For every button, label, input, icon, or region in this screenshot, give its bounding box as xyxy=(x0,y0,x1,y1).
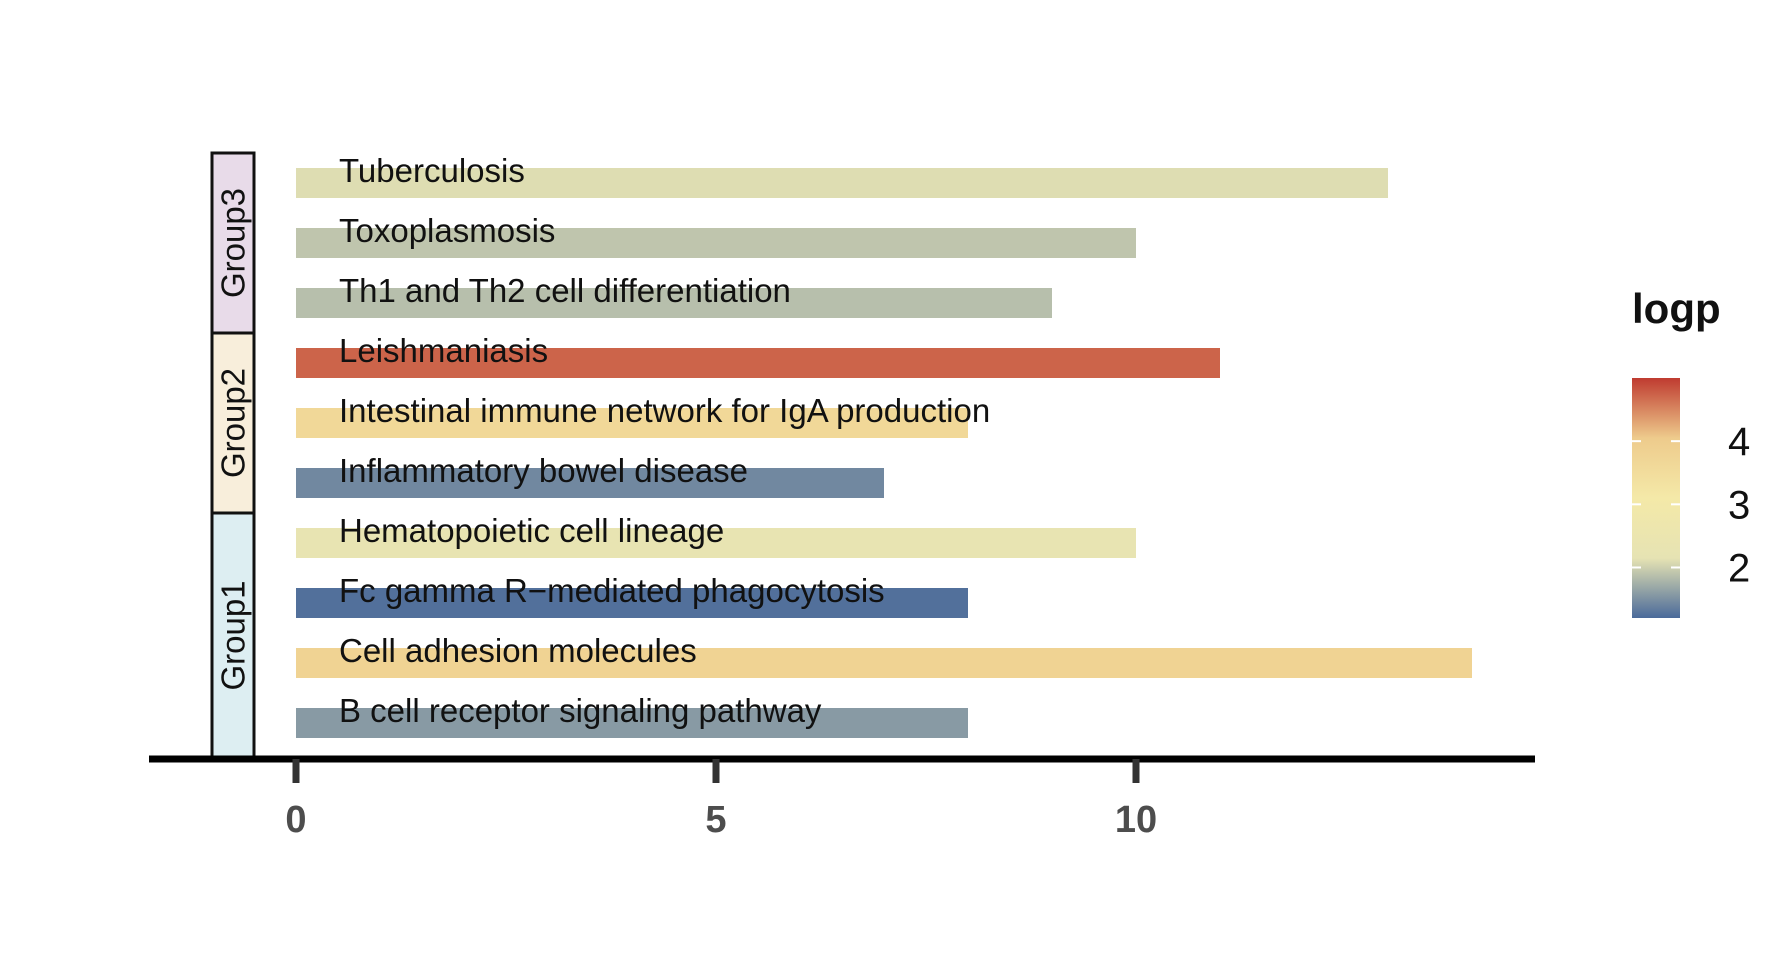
bar-5 xyxy=(296,408,968,438)
bar-9 xyxy=(296,648,1472,678)
bar-10 xyxy=(296,708,968,738)
x-tick-label-0: 0 xyxy=(285,799,306,841)
legend-title: logp xyxy=(1632,285,1721,332)
x-tick-label-10: 10 xyxy=(1115,799,1157,841)
bar-label-7: Hematopoietic cell lineage xyxy=(339,512,724,549)
bar-7 xyxy=(296,528,1136,558)
bar-8 xyxy=(296,588,968,618)
bar-4 xyxy=(296,348,1220,378)
bar-label-5: Intestinal immune network for IgA produc… xyxy=(339,392,990,429)
group-label-1: Group3 xyxy=(215,188,252,298)
bar-label-2: Toxoplasmosis xyxy=(339,212,555,249)
bar-2 xyxy=(296,228,1136,258)
bar-3 xyxy=(296,288,1052,318)
group-label-2: Group2 xyxy=(215,368,252,478)
bar-label-10: B cell receptor signaling pathway xyxy=(339,692,822,729)
bars xyxy=(296,168,1472,738)
bar-1 xyxy=(296,168,1388,198)
group-label-3: Group1 xyxy=(215,580,252,690)
bar-label-4: Leishmaniasis xyxy=(339,332,548,369)
x-tick-label-5: 5 xyxy=(705,799,726,841)
legend-tick-label-2: 2 xyxy=(1728,546,1750,590)
bar-label-8: Fc gamma R−mediated phagocytosis xyxy=(339,572,885,609)
x-axis: 0 5 10 xyxy=(149,755,1535,841)
legend-color-bar xyxy=(1632,378,1680,618)
bar-labels: Tuberculosis Toxoplasmosis Th1 and Th2 cel… xyxy=(339,152,990,729)
bar-label-6: Inflammatory bowel disease xyxy=(339,452,748,489)
legend: logp 2 3 4 xyxy=(1632,285,1750,618)
bar-label-9: Cell adhesion molecules xyxy=(339,632,697,669)
bar-label-1: Tuberculosis xyxy=(339,152,525,189)
group-strips: Group3 Group2 Group1 xyxy=(210,151,256,760)
bar-label-3: Th1 and Th2 cell differentiation xyxy=(339,272,791,309)
bar-6 xyxy=(296,468,884,498)
legend-tick-label-4: 4 xyxy=(1728,420,1750,464)
legend-tick-label-3: 3 xyxy=(1728,483,1750,527)
